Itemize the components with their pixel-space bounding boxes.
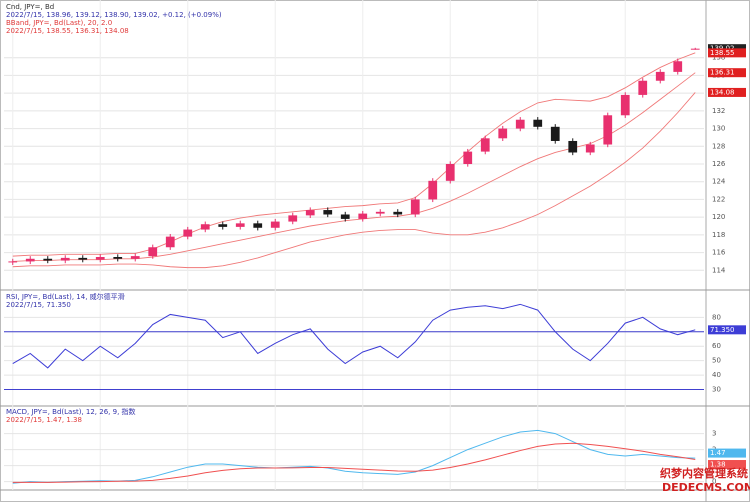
band-line [12, 92, 696, 269]
candle-body [690, 48, 700, 50]
candle-body [270, 221, 280, 228]
y-tick-label: 0 [712, 478, 716, 486]
y-tick-label: 30 [712, 386, 721, 394]
candle-body [200, 224, 210, 230]
candle-body [463, 151, 473, 164]
candle-body [235, 223, 245, 227]
value-badge-label: 138.55 [710, 49, 735, 57]
y-tick-label: 80 [712, 313, 721, 321]
candle-body [620, 94, 630, 116]
candle-body [428, 180, 438, 200]
y-tick-label: 114 [712, 266, 726, 274]
value-badge-label: 1.38 [710, 461, 726, 469]
rsi-title: RSI, JPY=, Bd(Last), 14, 威尔德平滑 [6, 292, 125, 301]
candle-body [305, 210, 315, 216]
price-title: Cnd, JPY=, Bd [6, 3, 54, 11]
candle-body [25, 258, 35, 262]
candle-body [533, 119, 543, 127]
candle-body [43, 258, 53, 261]
candle-body [148, 247, 158, 257]
candle-body [95, 257, 105, 260]
value-badge [708, 325, 746, 335]
value-badge [708, 48, 746, 58]
y-tick-label: 116 [712, 249, 726, 257]
value-badge-label: 71.350 [710, 326, 735, 334]
value-badge-label: 134.08 [710, 88, 735, 96]
candle-body [550, 126, 560, 141]
price-subtitle: 2022/7/15, 138.96, 139.12, 138.90, 139.0… [6, 11, 222, 19]
watermark: DEDECMS.COM [662, 481, 750, 494]
indicator-line [12, 442, 696, 483]
value-badge-label: 136.31 [710, 69, 735, 77]
candle-body [130, 256, 140, 259]
y-tick-label: 60 [712, 342, 721, 350]
y-tick-label: 128 [712, 142, 725, 150]
candle-body [445, 164, 455, 181]
candle-body [410, 199, 420, 215]
candle-body [183, 229, 193, 237]
candle-body [165, 236, 175, 248]
macd-title: MACD, JPY=, Bd(Last), 12, 26, 9, 指数 [6, 407, 136, 416]
candle-body [638, 80, 648, 95]
candle-body [288, 215, 298, 222]
candle-body [393, 211, 403, 215]
candle-body [480, 138, 490, 152]
candle-body [60, 257, 70, 261]
y-tick-label: 122 [712, 195, 725, 203]
candle-body [218, 224, 228, 227]
y-tick-label: 126 [712, 160, 726, 168]
candle-body [655, 71, 665, 81]
y-tick-label: 50 [712, 357, 721, 365]
candle-body [568, 140, 578, 153]
indicator-line [12, 303, 696, 369]
band-title: BBand, JPY=, Bd(Last), 20, 2.0 [6, 19, 112, 27]
candle-body [498, 128, 508, 139]
band-subtitle: 2022/7/15, 138.55, 136.31, 134.08 [6, 27, 129, 35]
value-badge-label: 1.47 [710, 449, 726, 457]
candle-body [585, 144, 595, 153]
candle-body [78, 257, 88, 260]
y-tick-label: 138 [712, 54, 725, 62]
watermark: 织梦内容管理系统 [660, 466, 748, 480]
candle-body [323, 210, 333, 215]
macd-subtitle: 2022/7/15, 1.47, 1.38 [6, 416, 82, 424]
y-tick-label: 132 [712, 107, 725, 115]
rsi-subtitle: 2022/7/15, 71.350 [6, 301, 71, 309]
value-badge [708, 68, 746, 78]
y-tick-label: 3 [712, 430, 716, 438]
band-line [12, 52, 696, 257]
y-tick-label: 130 [712, 125, 725, 133]
candle-body [253, 223, 263, 228]
candle-body [673, 61, 683, 72]
y-tick-label: 120 [712, 213, 725, 221]
value-badge [708, 87, 746, 97]
y-tick-label: 40 [712, 371, 721, 379]
candle-body [358, 213, 368, 219]
y-tick-label: 118 [712, 231, 725, 239]
value-badge [708, 448, 746, 458]
candle-body [340, 214, 350, 219]
candle-body [113, 257, 123, 259]
value-badge [708, 460, 746, 470]
candle-body [8, 261, 18, 263]
candle-body [515, 119, 525, 129]
candle-body [375, 211, 385, 214]
band-line [12, 72, 696, 262]
candle-body [603, 115, 613, 145]
y-tick-label: 124 [712, 178, 726, 186]
